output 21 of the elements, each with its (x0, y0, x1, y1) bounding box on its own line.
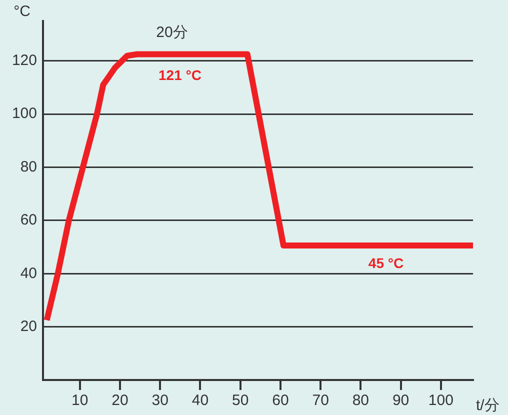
x-tick-label: 100 (428, 392, 454, 410)
y-tick-label: 40 (20, 264, 37, 282)
x-axis-title: t/分 (476, 397, 500, 414)
y-tick-label: 120 (12, 52, 37, 70)
x-tick-label: 50 (232, 392, 249, 410)
annotation: 121 °C (158, 66, 202, 83)
y-tick-label: 20 (20, 318, 37, 335)
x-tick-label: 40 (192, 392, 209, 410)
x-tick-label: 20 (112, 392, 128, 410)
annotation: 20分 (156, 24, 188, 42)
annotation: 45 °C (368, 254, 404, 271)
y-tick-label: 100 (12, 105, 37, 122)
x-tick-label: 80 (352, 392, 370, 410)
x-tick-label: 90 (392, 392, 410, 410)
x-tick-label: 30 (152, 392, 168, 410)
y-tick-label: 60 (20, 212, 37, 229)
y-axis-title: °C (14, 3, 31, 20)
x-tick-label: 10 (72, 392, 88, 410)
y-tick-label: 80 (20, 158, 37, 176)
x-tick-label: 60 (272, 392, 289, 410)
x-tick-label: 70 (312, 392, 329, 410)
